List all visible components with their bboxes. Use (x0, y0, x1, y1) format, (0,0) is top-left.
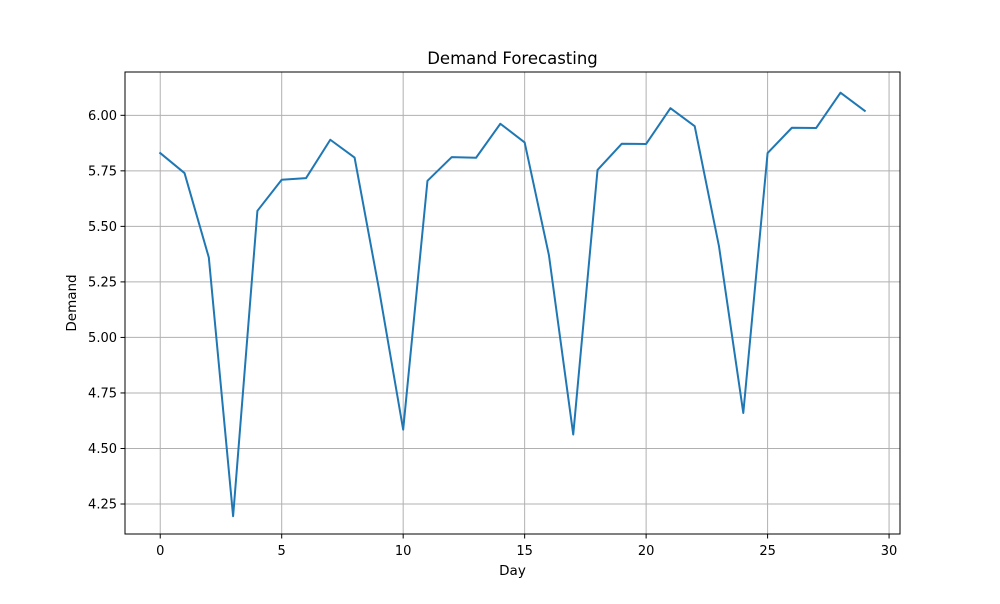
y-tick-label: 6.00 (88, 109, 117, 124)
x-tick-label: 25 (759, 544, 776, 559)
chart-title: Demand Forecasting (427, 49, 598, 68)
y-tick-label: 5.50 (88, 220, 117, 235)
y-tick-label: 4.50 (88, 442, 117, 457)
x-tick-label: 20 (638, 544, 655, 559)
x-tick-label: 15 (516, 544, 533, 559)
y-tick-label: 4.75 (88, 386, 117, 401)
y-tick-label: 5.25 (88, 275, 117, 290)
x-tick-label: 0 (156, 544, 164, 559)
x-tick-label: 10 (395, 544, 412, 559)
x-axis-ticks: 0 5 10 15 20 25 30 (156, 534, 897, 559)
y-tick-label: 4.25 (88, 498, 117, 513)
y-tick-label: 5.75 (88, 164, 117, 179)
y-axis-label: Demand (64, 274, 80, 331)
series-line (158, 91, 867, 518)
grid (125, 72, 900, 534)
series-layer (158, 91, 867, 518)
plot-frame (124, 71, 901, 535)
x-axis-label: Day (499, 563, 526, 579)
y-tick-label: 5.00 (88, 331, 117, 346)
x-tick-label: 30 (881, 544, 898, 559)
x-tick-label: 5 (278, 544, 286, 559)
y-axis-ticks: 4.25 4.50 4.75 5.00 5.25 5.50 5.75 6.00 (88, 109, 125, 513)
